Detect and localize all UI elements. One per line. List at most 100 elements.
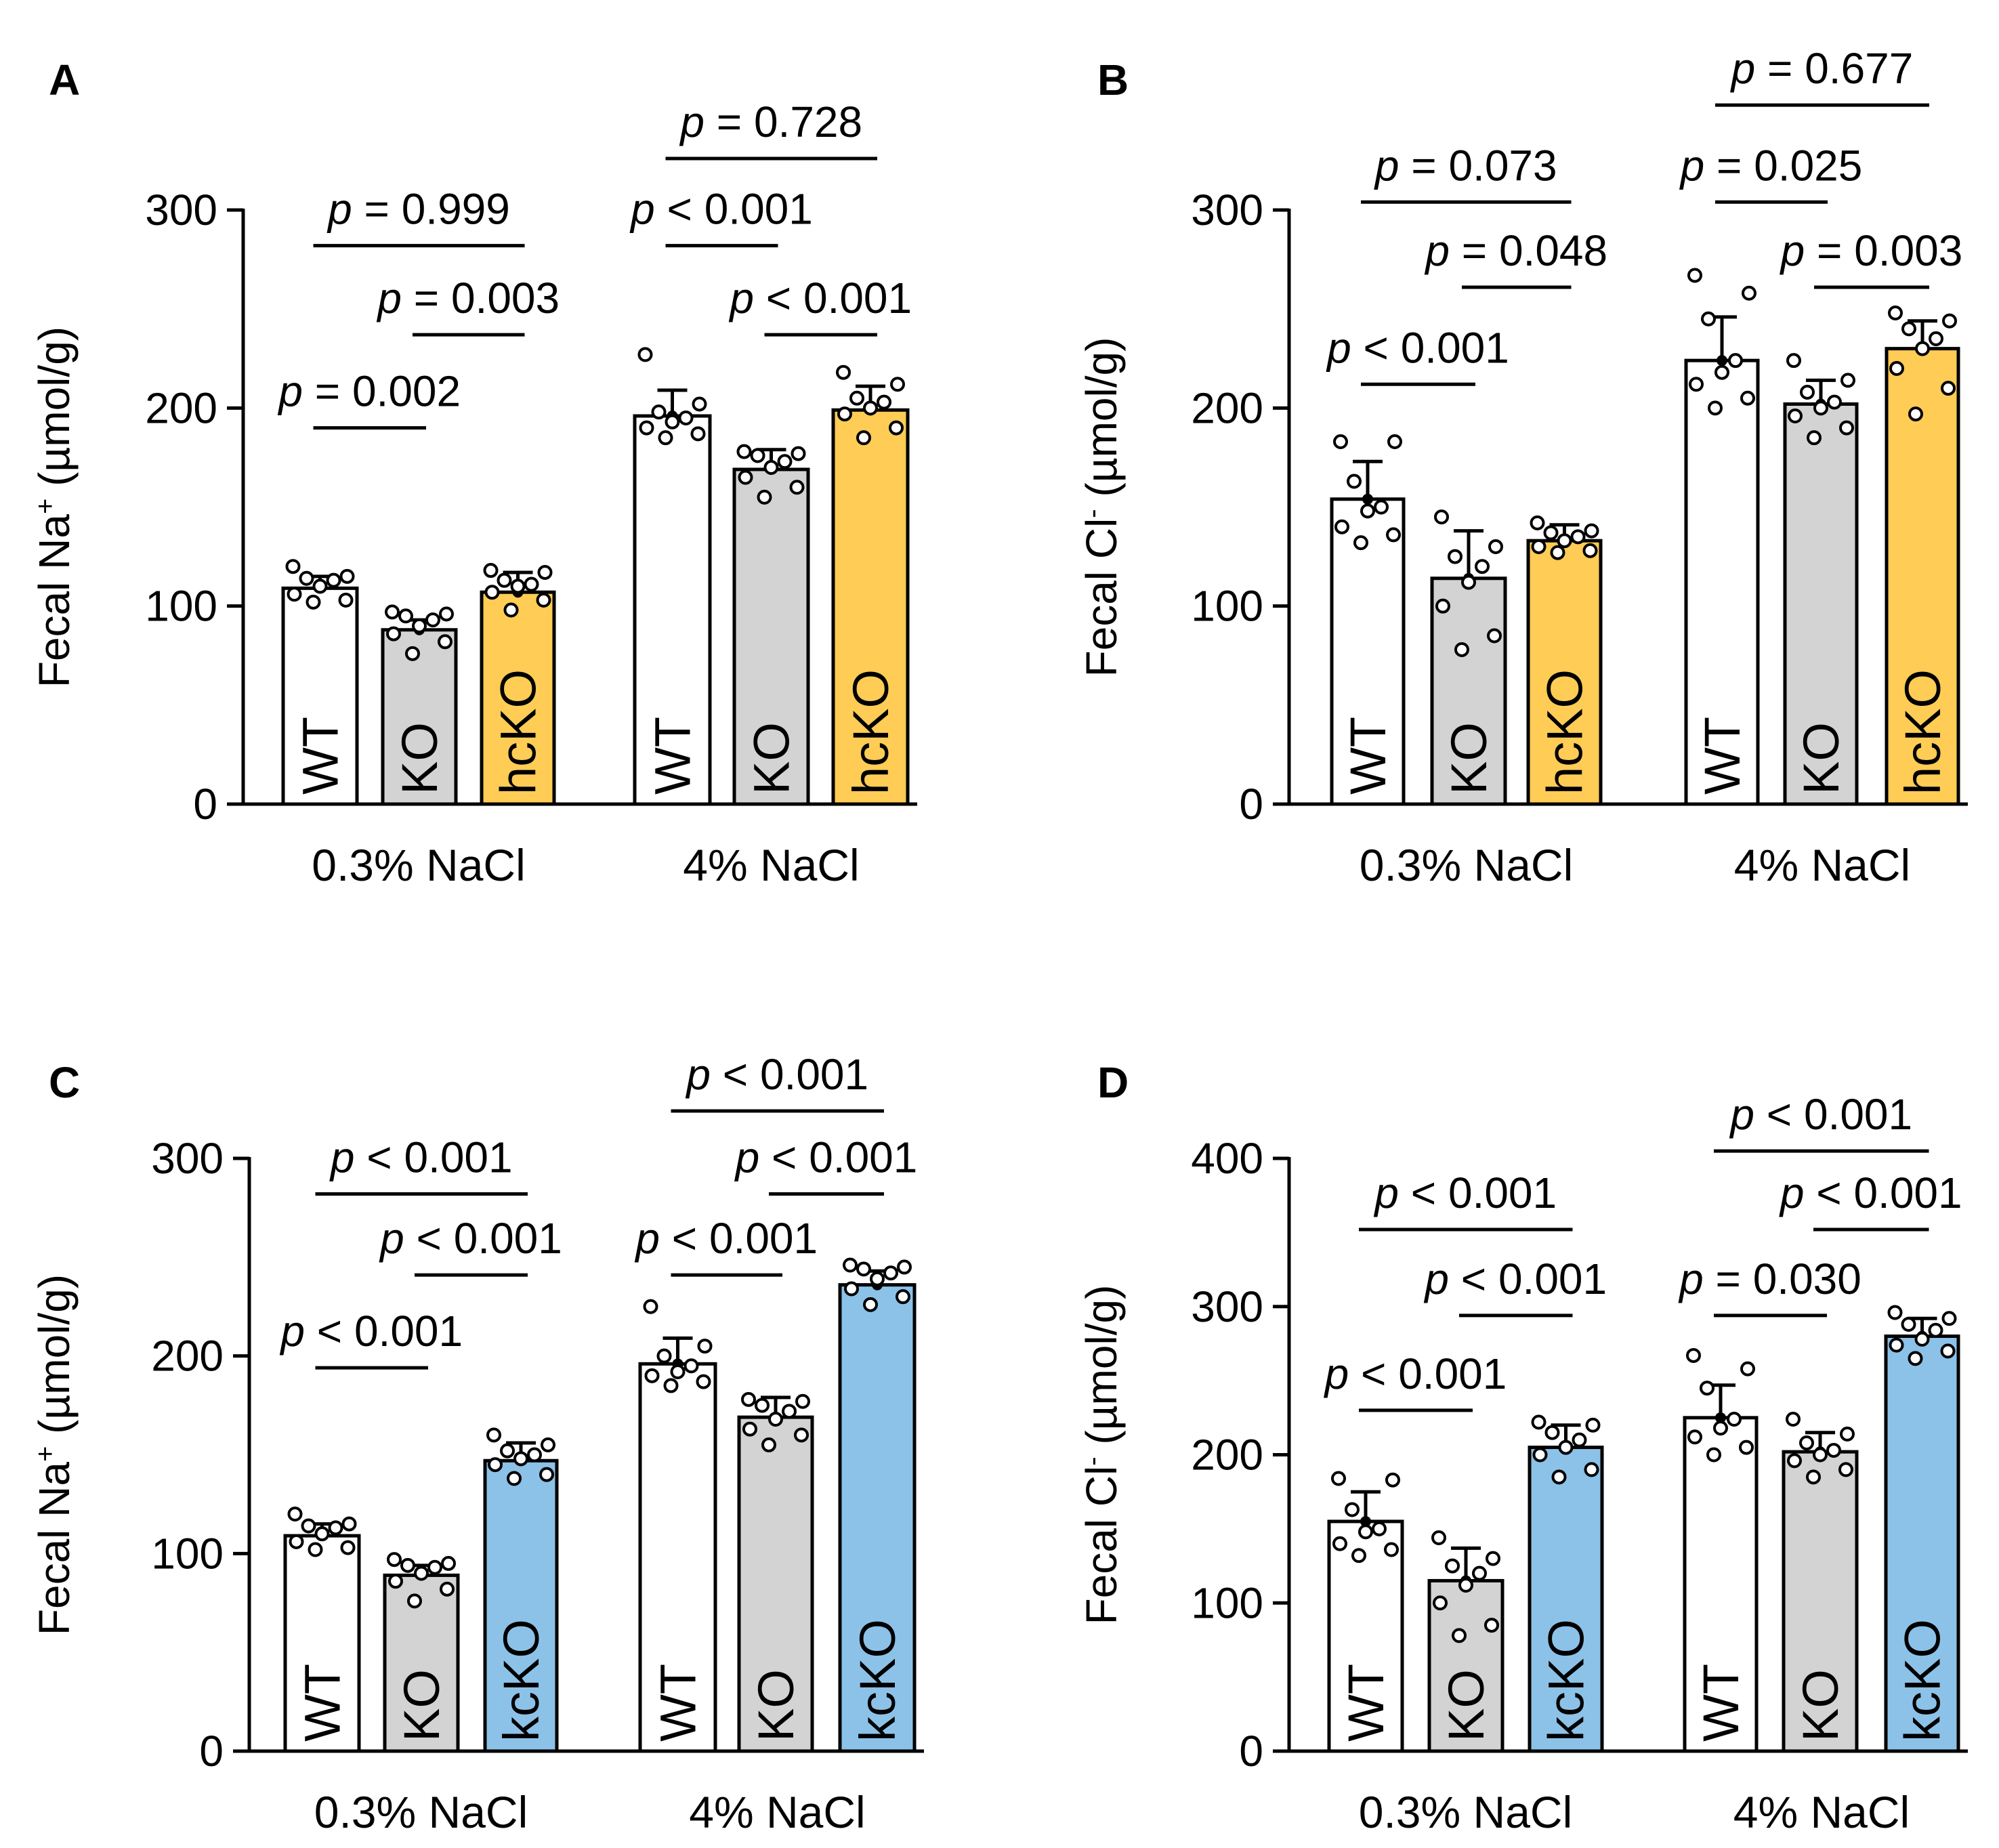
p-symbol: p [1729, 1090, 1754, 1139]
data-point [1331, 1471, 1346, 1486]
data-point [1454, 642, 1469, 657]
data-point [683, 1358, 699, 1374]
p-value: < 0.001 [754, 274, 912, 322]
data-point [339, 568, 355, 584]
data-point [1550, 545, 1565, 560]
panel-letter: A [49, 56, 80, 104]
p-value-label: p = 0.003 [376, 274, 560, 322]
data-point [439, 606, 454, 622]
p-value-label: p < 0.001 [1779, 1169, 1962, 1217]
data-point [651, 404, 667, 420]
data-point [883, 1265, 898, 1281]
p-value: < 0.001 [1449, 1255, 1607, 1303]
data-point [326, 572, 341, 588]
p-symbol: p [376, 274, 402, 322]
bar-label: WT [650, 1664, 707, 1742]
p-symbol: p [1373, 1169, 1399, 1217]
data-point [539, 1467, 554, 1482]
data-point [678, 410, 694, 425]
chart-panel-c: C 0 100 200 300 Fecal Na+ (µmol/g) WT KO kcKO 0.3… [30, 1050, 924, 1837]
data-point [1813, 1447, 1828, 1463]
p-symbol: p [279, 1307, 305, 1356]
p-symbol: p [629, 185, 655, 234]
p-symbol: p [1374, 141, 1400, 190]
data-point [644, 1368, 660, 1383]
p-value-label: p = 0.677 [1730, 44, 1914, 93]
y-axis-label-unit: (µmol/g) [30, 327, 79, 499]
data-point [755, 1398, 770, 1413]
mean-marker [1715, 1412, 1726, 1423]
data-point [387, 1552, 402, 1568]
data-point [1708, 400, 1723, 416]
p-value: = 0.003 [402, 274, 560, 322]
y-tick-label: 100 [151, 1529, 224, 1578]
data-point [763, 460, 779, 476]
p-symbol: p [379, 1214, 404, 1263]
data-point [1826, 1442, 1841, 1458]
y-tick-label: 0 [193, 780, 217, 828]
data-point [742, 1421, 757, 1437]
data-point [889, 420, 904, 436]
p-value: < 0.001 [655, 185, 813, 234]
data-point [1714, 364, 1729, 380]
data-point [510, 579, 526, 594]
data-point [1942, 313, 1957, 329]
y-axis-label-unit: (µmol/g) [1077, 1285, 1126, 1457]
bar [381, 628, 458, 806]
bar-label: kcKO [1895, 1619, 1951, 1742]
data-point [427, 1559, 442, 1575]
data-point [438, 634, 453, 650]
mean-marker [1362, 493, 1373, 505]
data-point [870, 1271, 885, 1286]
data-point [856, 430, 871, 446]
bar-label: KO [744, 722, 800, 795]
y-tick-label: 100 [145, 582, 217, 631]
p-value: = 0.025 [1704, 141, 1862, 190]
p-value: < 0.001 [660, 1214, 818, 1263]
p-value-label: p < 0.001 [1324, 1349, 1507, 1398]
bar [1783, 402, 1859, 806]
p-symbol: p [685, 1050, 711, 1099]
data-point [837, 406, 852, 422]
data-point [1840, 373, 1855, 388]
data-point [1786, 1412, 1801, 1427]
data-point [301, 1518, 316, 1534]
group-label: 0.3% NaCl [314, 1787, 528, 1837]
data-point [1701, 311, 1716, 327]
group-label: 4% NaCl [1733, 1787, 1910, 1837]
p-value-label: p = 0.999 [327, 185, 510, 234]
group-label: 0.3% NaCl [312, 840, 525, 890]
data-point [1358, 1524, 1373, 1540]
data-point [1740, 1361, 1755, 1377]
mean-marker [1717, 355, 1727, 366]
data-point [761, 1437, 776, 1452]
data-point [1914, 1331, 1930, 1347]
data-point [1530, 515, 1545, 530]
bar [1430, 576, 1507, 806]
data-point [1531, 539, 1546, 554]
p-value-label: p < 0.001 [329, 1133, 513, 1182]
bar [1528, 1446, 1604, 1753]
p-value: < 0.001 [355, 1133, 513, 1182]
bar-label: kcKO [849, 1619, 906, 1742]
y-axis-label-sup: - [1078, 1456, 1108, 1465]
data-point [856, 1261, 871, 1277]
data-point [1686, 1347, 1701, 1363]
data-point [1727, 1412, 1742, 1427]
data-point [1431, 1530, 1446, 1545]
group-label: 4% NaCl [683, 840, 859, 890]
p-symbol: p [1423, 1255, 1449, 1303]
bar-label: WT [1694, 717, 1750, 795]
y-axis-label-main: Fecal Cl [1077, 518, 1126, 677]
data-point [1584, 523, 1599, 539]
data-point [844, 1281, 859, 1297]
p-symbol: p [1424, 226, 1450, 275]
data-point [299, 570, 314, 586]
data-point [407, 1593, 422, 1609]
data-point [656, 1348, 672, 1364]
data-point [1558, 1440, 1574, 1455]
data-point [1543, 525, 1559, 541]
y-axis-label: Fecal Na+ (µmol/g) [30, 327, 79, 688]
data-point [736, 444, 752, 459]
data-point [665, 414, 680, 429]
